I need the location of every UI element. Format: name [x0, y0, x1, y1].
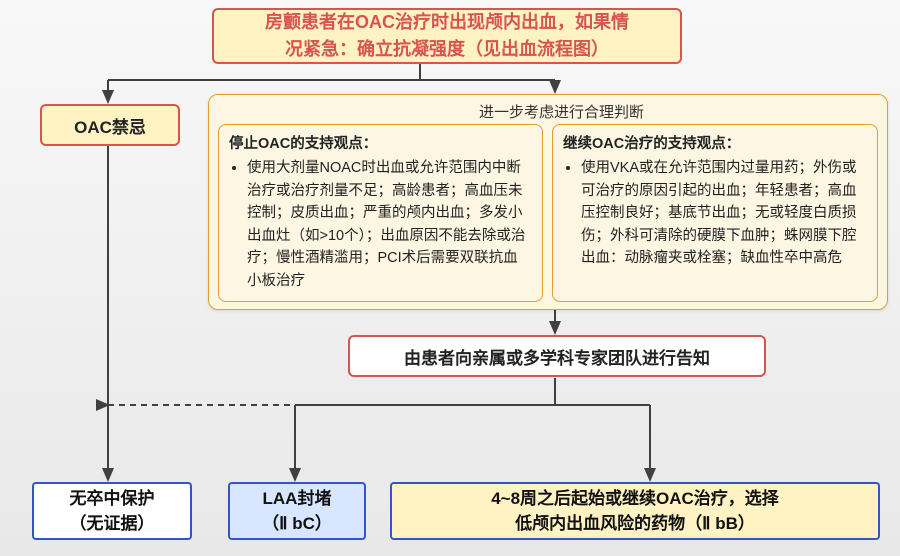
panel-title: 进一步考虑进行合理判断 [479, 101, 644, 122]
top-line1: 房颤患者在OAC治疗时出现颅内出血，如果情 [265, 9, 629, 36]
laa-node: LAA封堵 （Ⅱ bC） [228, 482, 366, 540]
laa-l2: （Ⅱ bC） [262, 511, 332, 537]
no-protect-l2: （无证据） [70, 511, 155, 537]
restart-l1: 4~8周之后起始或继续OAC治疗，选择 [491, 486, 779, 512]
continue-bullet: 使用VKA或在允许范围内过量用药；外伤或可治疗的原因引起的出血；年轻患者；高血压… [581, 157, 867, 269]
laa-l1: LAA封堵 [263, 486, 332, 512]
restart-oac-node: 4~8周之后起始或继续OAC治疗，选择 低颅内出血风险的药物（Ⅱ bB） [390, 482, 880, 540]
inform-label: 由患者向亲属或多学科专家团队进行告知 [404, 344, 710, 369]
top-node: 房颤患者在OAC治疗时出现颅内出血，如果情 况紧急：确立抗凝强度（见出血流程图） [212, 8, 682, 64]
no-protection-node: 无卒中保护 （无证据） [32, 482, 192, 540]
contraindication-node: OAC禁忌 [40, 104, 180, 146]
inform-node: 由患者向亲属或多学科专家团队进行告知 [348, 335, 766, 377]
contraindication-label: OAC禁忌 [74, 113, 146, 138]
no-protect-l1: 无卒中保护 [70, 486, 155, 512]
continue-oac-panel: 继续OAC治疗的支持观点： 使用VKA或在允许范围内过量用药；外伤或可治疗的原因… [552, 124, 878, 302]
restart-l2: 低颅内出血风险的药物（Ⅱ bB） [515, 511, 755, 537]
continue-header: 继续OAC治疗的支持观点： [563, 133, 867, 155]
stop-oac-panel: 停止OAC的支持观点： 使用大剂量NOAC时出血或允许范围内中断治疗或治疗剂量不… [218, 124, 543, 302]
top-line2: 况紧急：确立抗凝强度（见出血流程图） [285, 36, 609, 63]
stop-bullet: 使用大剂量NOAC时出血或允许范围内中断治疗或治疗剂量不足；高龄患者；高血压未控… [247, 157, 532, 292]
stop-header: 停止OAC的支持观点： [229, 133, 532, 155]
